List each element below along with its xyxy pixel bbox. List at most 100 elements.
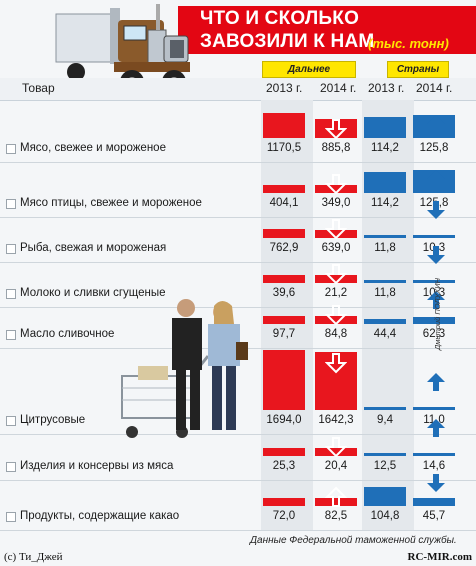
arrow-down-icon bbox=[324, 436, 348, 463]
group-cis-tag: Страны СНГ bbox=[387, 61, 449, 90]
bar-far-2014 bbox=[315, 316, 357, 324]
row-label: Рыба, свежая и мороженая bbox=[20, 242, 167, 254]
header-row bbox=[0, 78, 476, 101]
bar-far-2014 bbox=[315, 448, 357, 456]
arrow-up-icon bbox=[425, 417, 447, 444]
table-row bbox=[0, 262, 476, 308]
bar-far-2013 bbox=[263, 275, 305, 283]
bar-cis-2013 bbox=[364, 486, 406, 506]
bar-cis-2013 bbox=[364, 318, 406, 324]
title-band bbox=[178, 6, 476, 54]
checkbox-icon bbox=[6, 462, 16, 472]
data-label: 1642,3 bbox=[318, 414, 354, 426]
checkbox-icon bbox=[6, 244, 16, 254]
truck-icon bbox=[55, 4, 190, 94]
bar-cis-2013 bbox=[364, 280, 406, 283]
bar-far-2013 bbox=[263, 113, 305, 138]
data-label: 72,0 bbox=[272, 510, 296, 522]
arrow-up-icon bbox=[425, 113, 447, 140]
data-label: 104,8 bbox=[370, 510, 400, 522]
arrow-down-icon bbox=[324, 173, 348, 200]
arrow-down-icon bbox=[425, 199, 447, 226]
bar-cis-2014 bbox=[413, 316, 455, 324]
bar-far-2013 bbox=[263, 316, 305, 324]
data-label: 11,8 bbox=[374, 287, 396, 299]
data-label: 39,6 bbox=[272, 287, 296, 299]
bar-far-2013 bbox=[263, 185, 305, 193]
bar-far-2014 bbox=[315, 230, 357, 238]
bar-cis-2013 bbox=[364, 171, 406, 193]
checkbox-icon bbox=[6, 199, 16, 209]
data-label: 404,1 bbox=[269, 197, 299, 209]
column-band-far-2013 bbox=[261, 100, 313, 530]
row-label: Цитрусовые bbox=[20, 414, 86, 426]
data-label: 12,5 bbox=[373, 460, 397, 472]
data-label: 84,8 bbox=[324, 328, 348, 340]
title-line-2: ЗАВОЗИЛИ К НАМ bbox=[200, 31, 375, 52]
row-label: Изделия и консервы из мяса bbox=[20, 460, 174, 472]
shoppers-photo bbox=[121, 299, 248, 438]
data-label: 44,4 bbox=[373, 328, 397, 340]
row-label: Мясо птицы, свежее и мороженое bbox=[20, 197, 202, 209]
table-row bbox=[0, 434, 476, 481]
arrow-up-icon bbox=[425, 289, 447, 316]
arrow-down-icon bbox=[324, 118, 348, 145]
arrow-up-icon bbox=[425, 168, 447, 195]
group-far-tag: Дальнее зарубежье bbox=[262, 61, 356, 90]
checkbox-icon bbox=[6, 416, 16, 426]
table-row bbox=[0, 100, 476, 163]
row-label: Продукты, содержащие какао bbox=[20, 510, 180, 522]
data-label: 62,3 bbox=[422, 328, 446, 340]
row-label: Масло сливочное bbox=[20, 328, 115, 340]
photo-credit: Дмитрий ПОЛУХИН bbox=[433, 277, 442, 350]
data-label: 885,8 bbox=[321, 142, 351, 154]
checkbox-icon bbox=[6, 512, 16, 522]
page-title: ЧТО И СКОЛЬКО ЗАВОЗИЛИ К НАМ bbox=[200, 7, 470, 53]
bar-cis-2014 bbox=[413, 280, 455, 283]
checkbox-icon bbox=[6, 330, 16, 340]
copyright: (с) Ти_Джей bbox=[4, 551, 63, 563]
data-label: 639,0 bbox=[321, 242, 351, 254]
data-label: 25,3 bbox=[272, 460, 296, 472]
data-label: 20,4 bbox=[324, 460, 348, 472]
source-note: Данные Федеральной таможенной службы. bbox=[250, 535, 457, 546]
data-label: 11,8 bbox=[374, 242, 396, 254]
bar-far-2014 bbox=[315, 498, 357, 506]
unit-label: (тыс. тонн) bbox=[368, 36, 449, 51]
row-label: Мясо, свежее и мороженое bbox=[20, 142, 166, 154]
year-far-2014: 2014 г. bbox=[320, 81, 357, 95]
arrow-down-icon bbox=[425, 244, 447, 271]
bar-cis-2013 bbox=[364, 453, 406, 456]
table-row bbox=[0, 162, 476, 218]
arrow-down-icon bbox=[324, 218, 348, 245]
bar-far-2013 bbox=[263, 448, 305, 456]
data-label: 1694,0 bbox=[266, 414, 302, 426]
site-watermark: RC-MIR.com bbox=[407, 551, 472, 563]
data-label: 125,8 bbox=[419, 142, 449, 154]
bar-far-2013 bbox=[263, 350, 305, 410]
arrow-down-icon bbox=[324, 352, 348, 379]
data-label: 349,0 bbox=[321, 197, 351, 209]
bar-far-2013 bbox=[263, 229, 305, 238]
title-line-1: ЧТО И СКОЛЬКО bbox=[200, 8, 360, 29]
year-far-2013: 2013 г. bbox=[266, 81, 303, 95]
data-label: 762,9 bbox=[269, 242, 299, 254]
data-label: 14,6 bbox=[422, 460, 446, 472]
data-label: 82,5 bbox=[324, 510, 348, 522]
bar-cis-2013 bbox=[364, 235, 406, 238]
column-band-cis-2013 bbox=[362, 100, 414, 530]
bar-far-2014 bbox=[315, 185, 357, 193]
bar-cis-2014 bbox=[413, 235, 455, 238]
table-row bbox=[0, 217, 476, 263]
arrow-up-icon bbox=[425, 371, 447, 398]
bar-far-2014 bbox=[315, 351, 357, 410]
data-label: 45,7 bbox=[422, 510, 446, 522]
bar-cis-2013 bbox=[364, 407, 406, 410]
bar-cis-2014 bbox=[413, 453, 455, 456]
checkbox-icon bbox=[6, 289, 16, 299]
table-row bbox=[0, 480, 476, 531]
bar-cis-2014 bbox=[413, 497, 455, 506]
arrow-down-icon bbox=[425, 472, 447, 499]
bar-cis-2014 bbox=[413, 407, 455, 410]
